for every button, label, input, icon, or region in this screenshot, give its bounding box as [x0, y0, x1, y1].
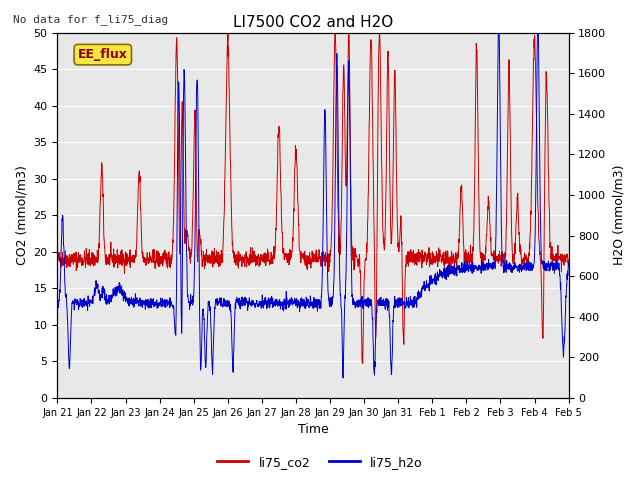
X-axis label: Time: Time — [298, 423, 328, 436]
Y-axis label: H2O (mmol/m3): H2O (mmol/m3) — [612, 165, 625, 265]
Text: EE_flux: EE_flux — [78, 48, 128, 61]
Text: No data for f_li75_diag: No data for f_li75_diag — [13, 14, 168, 25]
Y-axis label: CO2 (mmol/m3): CO2 (mmol/m3) — [15, 165, 28, 265]
Title: LI7500 CO2 and H2O: LI7500 CO2 and H2O — [233, 15, 393, 30]
Legend: li75_co2, li75_h2o: li75_co2, li75_h2o — [212, 451, 428, 474]
